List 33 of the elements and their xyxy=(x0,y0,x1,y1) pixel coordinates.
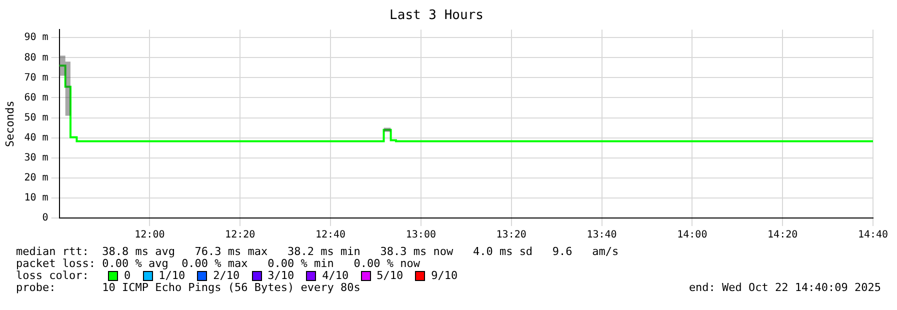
x-tick-label: 12:20 xyxy=(225,230,256,241)
text: end: Wed Oct 22 14:40:09 2025 xyxy=(688,281,881,294)
legend-title: loss color: xyxy=(16,269,90,282)
text: median rtt: 38.8 ms avg 76.3 ms max 38.2 ms min 38.3 ms now 4.0 ms sd 9.6 am/s xyxy=(16,245,620,258)
y-tick-label: 30 m xyxy=(24,152,48,164)
x-tick-label: 12:00 xyxy=(134,230,165,241)
y-tick-label: 40 m xyxy=(24,132,48,144)
y-tick-label: 60 m xyxy=(24,92,48,104)
y-tick-label: 70 m xyxy=(24,72,48,84)
x-tick-label: 13:00 xyxy=(406,230,436,241)
legend-label: 3/10 xyxy=(266,269,294,282)
chart-title: Last 3 Hours xyxy=(390,8,484,24)
text: packet loss: 0.00 % avg 0.00 % max 0.00 % min 0.00 % now xyxy=(16,257,421,270)
x-tick-label: 14:20 xyxy=(768,230,798,241)
x-tick-label: 13:40 xyxy=(586,230,617,241)
legend-label: 9/10 xyxy=(430,269,458,282)
legend-label: 2/10 xyxy=(212,269,240,282)
y-axis-title: Seconds xyxy=(3,100,16,147)
y-tick-label: 20 m xyxy=(24,172,48,184)
x-tick-label: 14:00 xyxy=(677,230,708,241)
y-tick-label: 50 m xyxy=(24,112,48,124)
legend-label: 5/10 xyxy=(376,269,404,282)
text: probe: 10 ICMP Echo Pings (56 Bytes) every 80s xyxy=(16,281,360,294)
y-tick-label: 90 m xyxy=(24,32,48,44)
y-tick-label: 10 m xyxy=(24,192,48,204)
y-tick-label: 0 xyxy=(42,212,48,224)
x-tick-label: 13:20 xyxy=(496,230,526,241)
x-tick-label: 12:40 xyxy=(315,230,346,241)
y-tick-label: 80 m xyxy=(24,52,48,64)
x-tick-label: 14:40 xyxy=(858,230,888,241)
legend-label: 1/10 xyxy=(158,269,186,282)
legend-label: 0 xyxy=(123,269,131,282)
legend-label: 4/10 xyxy=(321,269,349,282)
